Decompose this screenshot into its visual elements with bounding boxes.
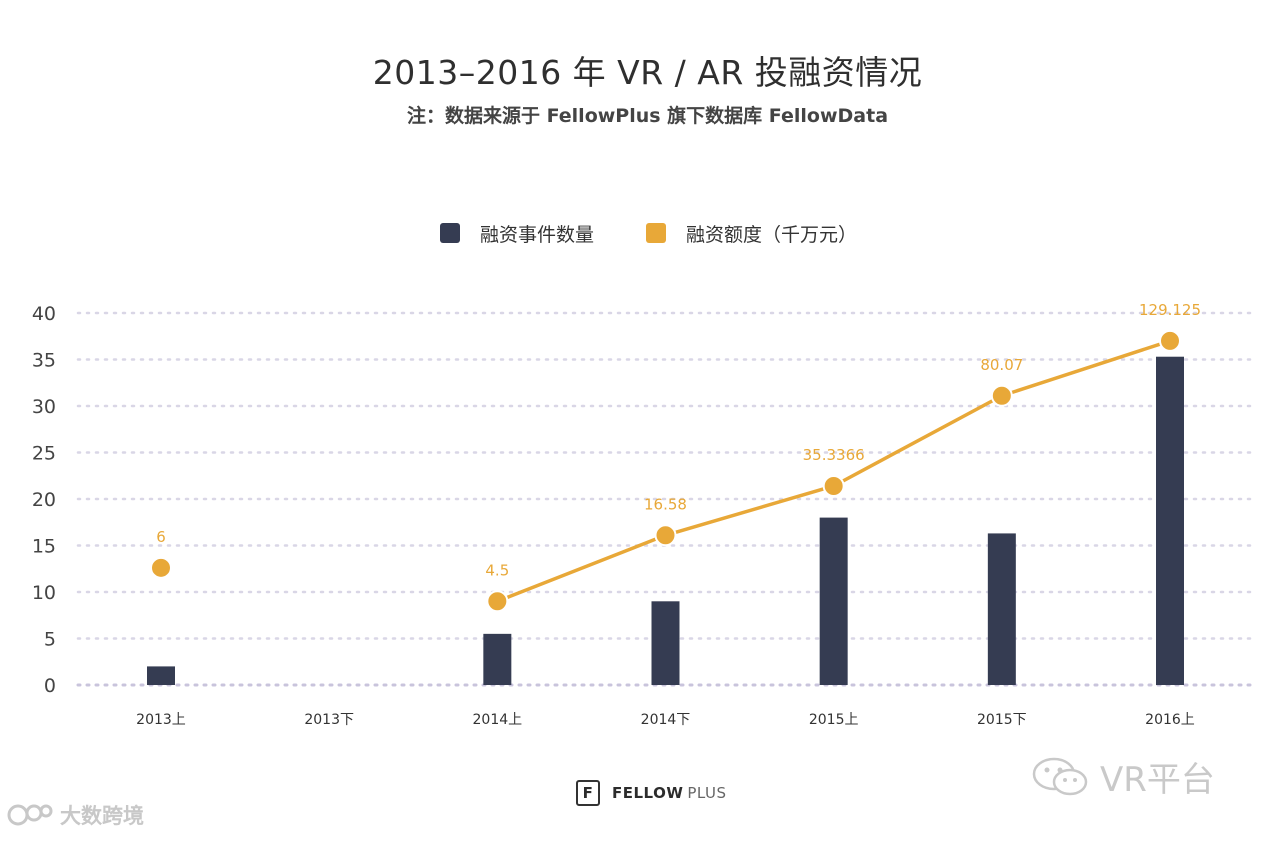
data-label: 6	[156, 528, 166, 546]
legend-label-amount: 融资额度（千万元）	[686, 223, 858, 246]
x-tick-label: 2016上	[1145, 712, 1195, 728]
fellowplus-logo-mark: F	[576, 780, 600, 806]
y-tick-label: 30	[32, 396, 56, 418]
x-tick-label: 2015上	[809, 712, 859, 728]
data-label: 35.3366	[803, 446, 865, 464]
x-tick-label: 2013上	[136, 712, 186, 728]
legend-label-events: 融资事件数量	[480, 223, 595, 246]
chart-subtitle: 注：数据来源于 FellowPlus 旗下数据库 FellowData	[406, 105, 889, 127]
x-tick-label: 2014上	[473, 712, 523, 728]
watermark-right-text: VR平台	[1100, 760, 1215, 800]
x-tick-label: 2014下	[641, 712, 691, 728]
amount-point	[486, 590, 509, 613]
watermark-dashu: 大数跨境	[6, 800, 144, 830]
y-tick-label: 15	[32, 536, 56, 558]
amount-point	[822, 474, 845, 497]
data-label: 16.58	[644, 495, 687, 513]
bar	[147, 666, 175, 685]
legend: 融资事件数量 融资额度（千万元）	[440, 218, 909, 248]
y-tick-label: 40	[32, 303, 56, 325]
bar	[819, 517, 848, 685]
bar	[1156, 356, 1184, 685]
data-label: 4.5	[485, 561, 509, 579]
amount-point	[150, 556, 172, 579]
data-label: 129.125	[1139, 301, 1201, 319]
brand-name-bold: FELLOW	[612, 784, 684, 802]
fellowplus-logo: F FELLOW PLUS	[576, 780, 727, 806]
brand-name-light: PLUS	[687, 784, 727, 802]
x-tick-label: 2013下	[304, 712, 354, 728]
wechat-icon	[1032, 757, 1088, 795]
chart-title: 2013–2016 年 VR / AR 投融资情况	[372, 53, 923, 92]
y-tick-label: 20	[32, 489, 56, 511]
y-tick-label: 25	[32, 443, 56, 465]
bar	[483, 633, 512, 685]
dashu-logo-icon	[7, 804, 53, 826]
y-tick-label: 0	[44, 675, 56, 697]
legend-item-amount: 融资额度（千万元）	[646, 220, 857, 247]
amount-point	[1159, 329, 1181, 352]
y-tick-label: 5	[44, 629, 56, 651]
bar	[987, 533, 1016, 685]
amount-point	[990, 384, 1013, 407]
legend-swatch-events	[440, 223, 460, 243]
y-tick-label: 35	[32, 350, 56, 372]
bar	[651, 601, 680, 685]
watermark-vr-platform: VR平台	[1030, 752, 1215, 801]
y-tick-label: 10	[32, 582, 56, 604]
amount-point	[654, 524, 677, 547]
legend-item-events: 融资事件数量	[440, 220, 594, 247]
x-tick-label: 2015下	[977, 712, 1027, 728]
legend-swatch-amount	[646, 223, 667, 243]
data-label: 80.07	[980, 356, 1023, 374]
watermark-left-text: 大数跨境	[60, 804, 144, 828]
